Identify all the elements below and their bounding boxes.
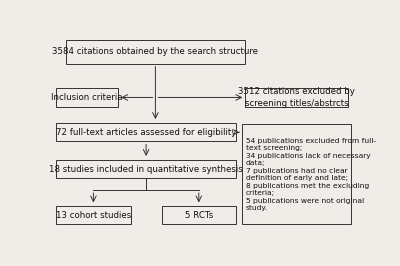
Text: 72 full-text articles assessed for eligibility: 72 full-text articles assessed for eligi… [56,128,236,137]
Text: 54 publications excluded from full-
text screening;
34 publications lack of nece: 54 publications excluded from full- text… [246,138,376,211]
Text: 5 RCTs: 5 RCTs [185,211,213,220]
FancyBboxPatch shape [56,123,236,142]
Text: 18 studies included in quantitative synthesis: 18 studies included in quantitative synt… [49,165,243,174]
FancyBboxPatch shape [56,160,236,178]
Text: Inclusion criteria: Inclusion criteria [52,93,123,102]
FancyBboxPatch shape [66,40,245,64]
Text: 13 cohort studies: 13 cohort studies [56,211,131,220]
Text: 3584 citations obtained by the search structure: 3584 citations obtained by the search st… [52,47,258,56]
FancyBboxPatch shape [245,88,348,107]
Text: 3512 citations excluded by
screening titles/abstrcts: 3512 citations excluded by screening tit… [238,88,355,107]
FancyBboxPatch shape [162,206,236,225]
FancyBboxPatch shape [242,124,351,225]
FancyBboxPatch shape [56,206,131,225]
FancyBboxPatch shape [56,88,118,107]
